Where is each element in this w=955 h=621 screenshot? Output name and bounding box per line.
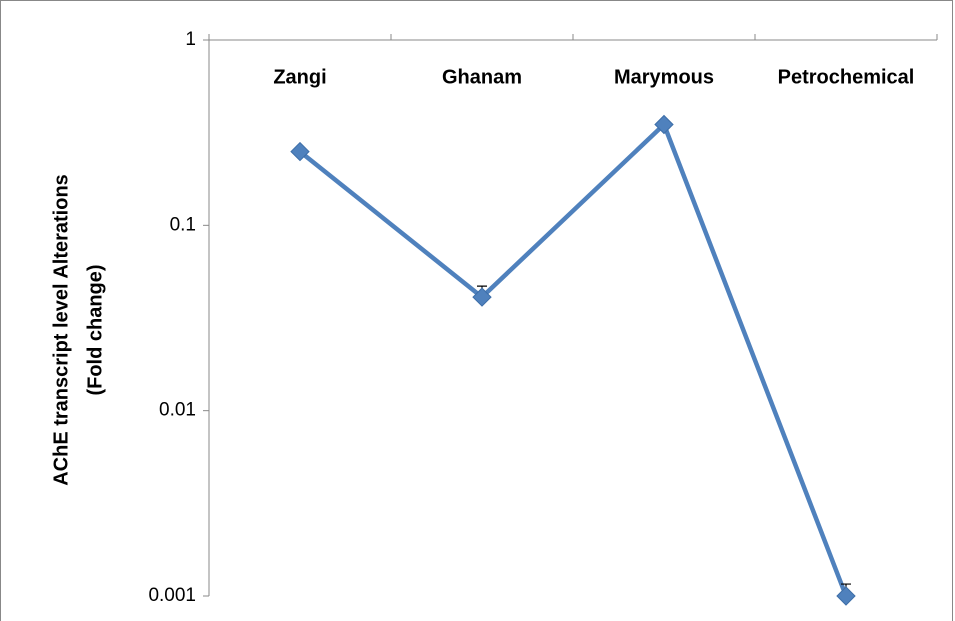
y-tick-label: 1 bbox=[185, 29, 196, 50]
x-tick-label: Marymous bbox=[614, 66, 714, 88]
y-axis-label: AChE transcript level Alterations (Fold … bbox=[50, 174, 106, 486]
marker bbox=[290, 141, 310, 162]
x-tick-label: Zangi bbox=[273, 66, 326, 88]
y-axis-label-line: (Fold change) bbox=[84, 264, 106, 395]
marker bbox=[836, 586, 856, 606]
y-tick-label: 0.001 bbox=[148, 585, 196, 606]
y-tick-label: 0.01 bbox=[159, 400, 196, 421]
y-axis-label-line: AChE transcript level Alterations bbox=[50, 174, 72, 486]
marker bbox=[654, 114, 674, 135]
y-tick-label: 0.1 bbox=[170, 214, 196, 235]
marker bbox=[472, 287, 492, 307]
x-tick-label: Ghanam bbox=[442, 66, 522, 88]
series-line bbox=[298, 122, 849, 597]
x-tick-label: Petrochemical bbox=[778, 66, 915, 88]
